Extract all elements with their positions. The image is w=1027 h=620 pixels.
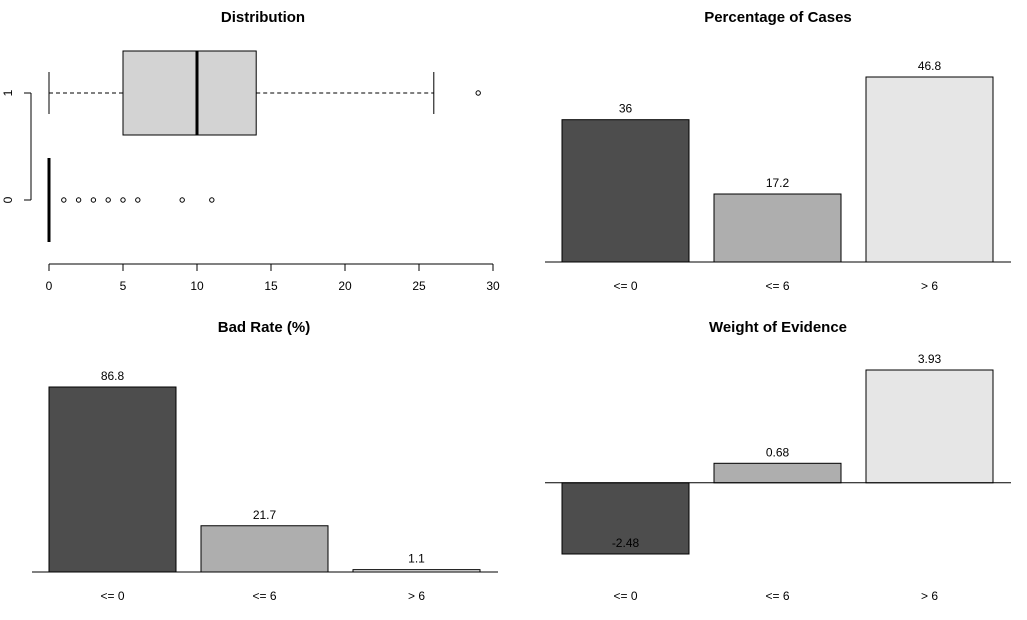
category-label: <= 0 xyxy=(613,589,637,603)
bar xyxy=(865,76,994,263)
outlier-point xyxy=(75,197,82,203)
data-label: 1.1 xyxy=(408,552,425,566)
outlier-point xyxy=(120,197,126,203)
bad-rate-panel: Bad Rate (%) 86.8 <= 0 21.7 <= 6 1.1 > 6 xyxy=(32,319,498,603)
category-label: > 6 xyxy=(408,589,425,603)
percentage-of-cases-panel: Percentage of Cases 36 <= 0 17.2 <= 6 46.8 > 6 xyxy=(545,9,1011,293)
weight-of-evidence-panel: Weight of Evidence -2.48 <= 0 0.68 <= 6 3.93 >… xyxy=(545,319,1011,603)
bar xyxy=(200,525,329,573)
outlier-point xyxy=(475,90,481,96)
box xyxy=(122,50,257,136)
x-tick-label: 5 xyxy=(120,279,127,293)
x-tick-label: 25 xyxy=(412,279,426,293)
chart-title: Weight of Evidence xyxy=(709,319,847,336)
outlier-point xyxy=(90,197,97,203)
data-label: 3.93 xyxy=(918,352,942,366)
category-label: > 6 xyxy=(921,279,938,293)
x-tick-label: 10 xyxy=(190,279,204,293)
data-label: 46.8 xyxy=(918,59,942,73)
outlier-point xyxy=(105,197,111,203)
bar xyxy=(713,193,842,263)
category-label: > 6 xyxy=(921,589,938,603)
chart-title: Percentage of Cases xyxy=(704,9,852,26)
data-label: 17.2 xyxy=(766,176,790,190)
x-tick-label: 30 xyxy=(486,279,500,293)
data-label: 21.7 xyxy=(253,508,277,522)
outlier-point xyxy=(61,197,67,203)
category-label: <= 6 xyxy=(765,589,789,603)
bar xyxy=(48,386,177,573)
outlier-point xyxy=(209,197,215,203)
x-tick-label: 15 xyxy=(264,279,278,293)
data-label: -2.48 xyxy=(612,536,640,550)
category-label: <= 0 xyxy=(613,279,637,293)
category-label: <= 6 xyxy=(252,589,276,603)
bar xyxy=(865,369,994,484)
category-label: <= 0 xyxy=(100,589,124,603)
bar xyxy=(561,119,690,263)
bar xyxy=(713,462,842,484)
data-label: 0.68 xyxy=(766,445,790,459)
category-label: <= 6 xyxy=(765,279,789,293)
outlier-point xyxy=(135,197,141,203)
x-tick-label: 20 xyxy=(338,279,352,293)
data-label: 36 xyxy=(619,102,633,116)
x-tick-label: 0 xyxy=(46,279,53,293)
chart-title: Bad Rate (%) xyxy=(218,319,311,336)
y-tick-label: 0 xyxy=(1,196,15,203)
bar xyxy=(561,482,690,555)
chart-title: Distribution xyxy=(221,9,305,26)
outlier-point xyxy=(179,197,185,203)
data-label: 86.8 xyxy=(101,369,125,383)
y-tick-label: 1 xyxy=(1,89,15,96)
